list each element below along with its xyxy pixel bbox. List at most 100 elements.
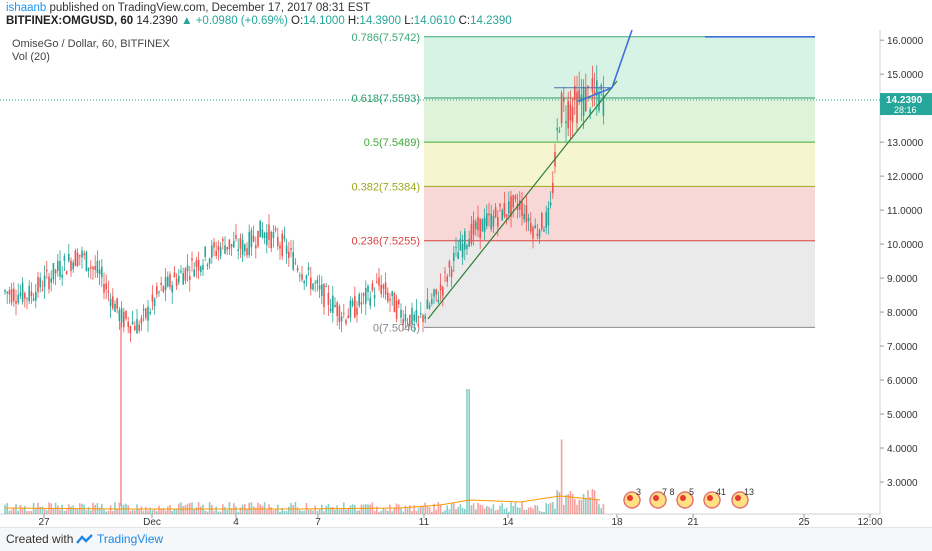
candle-body: [395, 300, 398, 319]
volume-bar: [406, 508, 409, 514]
volume-bar: [415, 511, 418, 514]
price-tick-label: 9.0000: [887, 274, 918, 285]
volume-bar: [98, 507, 101, 514]
volume-bar: [508, 511, 510, 514]
candle-body: [318, 285, 321, 290]
volume-bar: [250, 502, 253, 514]
volume-bar: [554, 508, 556, 514]
candle-body: [307, 267, 310, 271]
volume-bar: [30, 510, 33, 514]
author-link[interactable]: ishaanb: [6, 2, 47, 14]
candle-body: [483, 217, 486, 232]
candle-body: [461, 243, 464, 258]
close-label: C:: [458, 15, 471, 27]
candle-body: [156, 286, 158, 295]
volume-bar: [263, 502, 266, 514]
volume-bar: [46, 509, 48, 514]
event-marker-count: 7 8: [662, 487, 675, 497]
candle-body: [15, 300, 17, 304]
candle-body: [514, 195, 517, 200]
candle-body: [457, 252, 459, 260]
candle-body: [288, 251, 290, 258]
volume-bar: [156, 511, 158, 514]
volume-bar: [246, 509, 248, 514]
candle-body: [516, 204, 519, 211]
volume-bar: [112, 510, 114, 514]
candle-body: [167, 276, 169, 287]
volume-bar: [200, 506, 202, 514]
candle-body: [329, 308, 332, 312]
volume-bar: [404, 505, 407, 514]
volume-bar: [380, 510, 382, 514]
volume-bar: [208, 502, 211, 514]
volume-bar: [340, 509, 343, 514]
volume-bar: [332, 507, 334, 514]
volume-bar: [585, 497, 587, 514]
volume-bar: [85, 510, 88, 514]
price-chart[interactable]: 0(7.5046) 0.236(7.5255) 0.382(7.5384) 0.5(7…: [0, 30, 932, 527]
volume-bar: [288, 506, 290, 514]
candle-body: [83, 253, 85, 256]
candle-body: [444, 271, 446, 273]
candle-body: [305, 275, 308, 280]
candle-body: [76, 252, 79, 266]
candle-body: [268, 224, 270, 240]
event-marker: 3: [623, 487, 641, 509]
candle-body: [39, 277, 41, 288]
price-tick-label: 10.0000: [887, 240, 924, 251]
candle-body: [369, 297, 371, 306]
candle-body: [68, 254, 70, 262]
candle-body: [382, 284, 385, 289]
candle-body: [338, 306, 341, 322]
volume-bar: [63, 510, 66, 514]
time-tick-label: 25: [798, 517, 810, 527]
time-tick-label: 14: [502, 517, 514, 527]
candle-body: [158, 291, 160, 293]
fib-zone: [424, 142, 815, 187]
volume-bar: [593, 490, 596, 514]
volume-bar: [13, 507, 15, 514]
volume-bar: [358, 510, 360, 514]
volume-bar: [94, 504, 96, 514]
event-flag-icon: [627, 495, 633, 501]
candle-body: [138, 324, 140, 331]
candle-body: [580, 94, 583, 103]
candle-body: [387, 292, 389, 302]
volume-bar: [587, 490, 589, 514]
volume-bar: [556, 490, 558, 514]
volume-bar: [255, 507, 257, 514]
candle-body: [127, 321, 129, 328]
candle-body: [175, 279, 178, 287]
time-tick-label: 7: [315, 517, 321, 527]
volume-bar: [424, 502, 426, 514]
candle-body: [393, 293, 396, 313]
publish-text: published on TradingView.com, December 1…: [46, 2, 371, 14]
volume-bar: [596, 499, 598, 514]
candle-body: [345, 319, 347, 324]
volume-bar: [552, 502, 554, 514]
candle-body: [178, 275, 180, 283]
candle-body: [48, 276, 50, 290]
candle-body: [439, 284, 442, 291]
candle-body: [589, 109, 591, 114]
candle-body: [389, 298, 391, 301]
candle-body: [560, 92, 563, 124]
candle-body: [426, 299, 429, 309]
series-legend: OmiseGo / Dollar, 60, BITFINEX: [12, 38, 170, 50]
candle-body: [255, 245, 257, 249]
volume-bar: [354, 504, 356, 514]
fib-zone: [424, 97, 815, 143]
candle-body: [101, 266, 103, 278]
candle-body: [10, 288, 13, 303]
candle-body: [587, 85, 589, 89]
candle-body: [437, 299, 440, 303]
candle-body: [41, 289, 44, 291]
volume-bar: [525, 509, 528, 514]
candle-body: [321, 284, 323, 296]
tradingview-brand[interactable]: TradingView: [97, 532, 164, 546]
volume-bar: [521, 502, 523, 514]
candle-body: [316, 279, 319, 284]
volume-bar: [193, 509, 195, 514]
volume-bar: [323, 511, 325, 514]
fib-level-label: 0.236(7.5255): [352, 236, 421, 248]
